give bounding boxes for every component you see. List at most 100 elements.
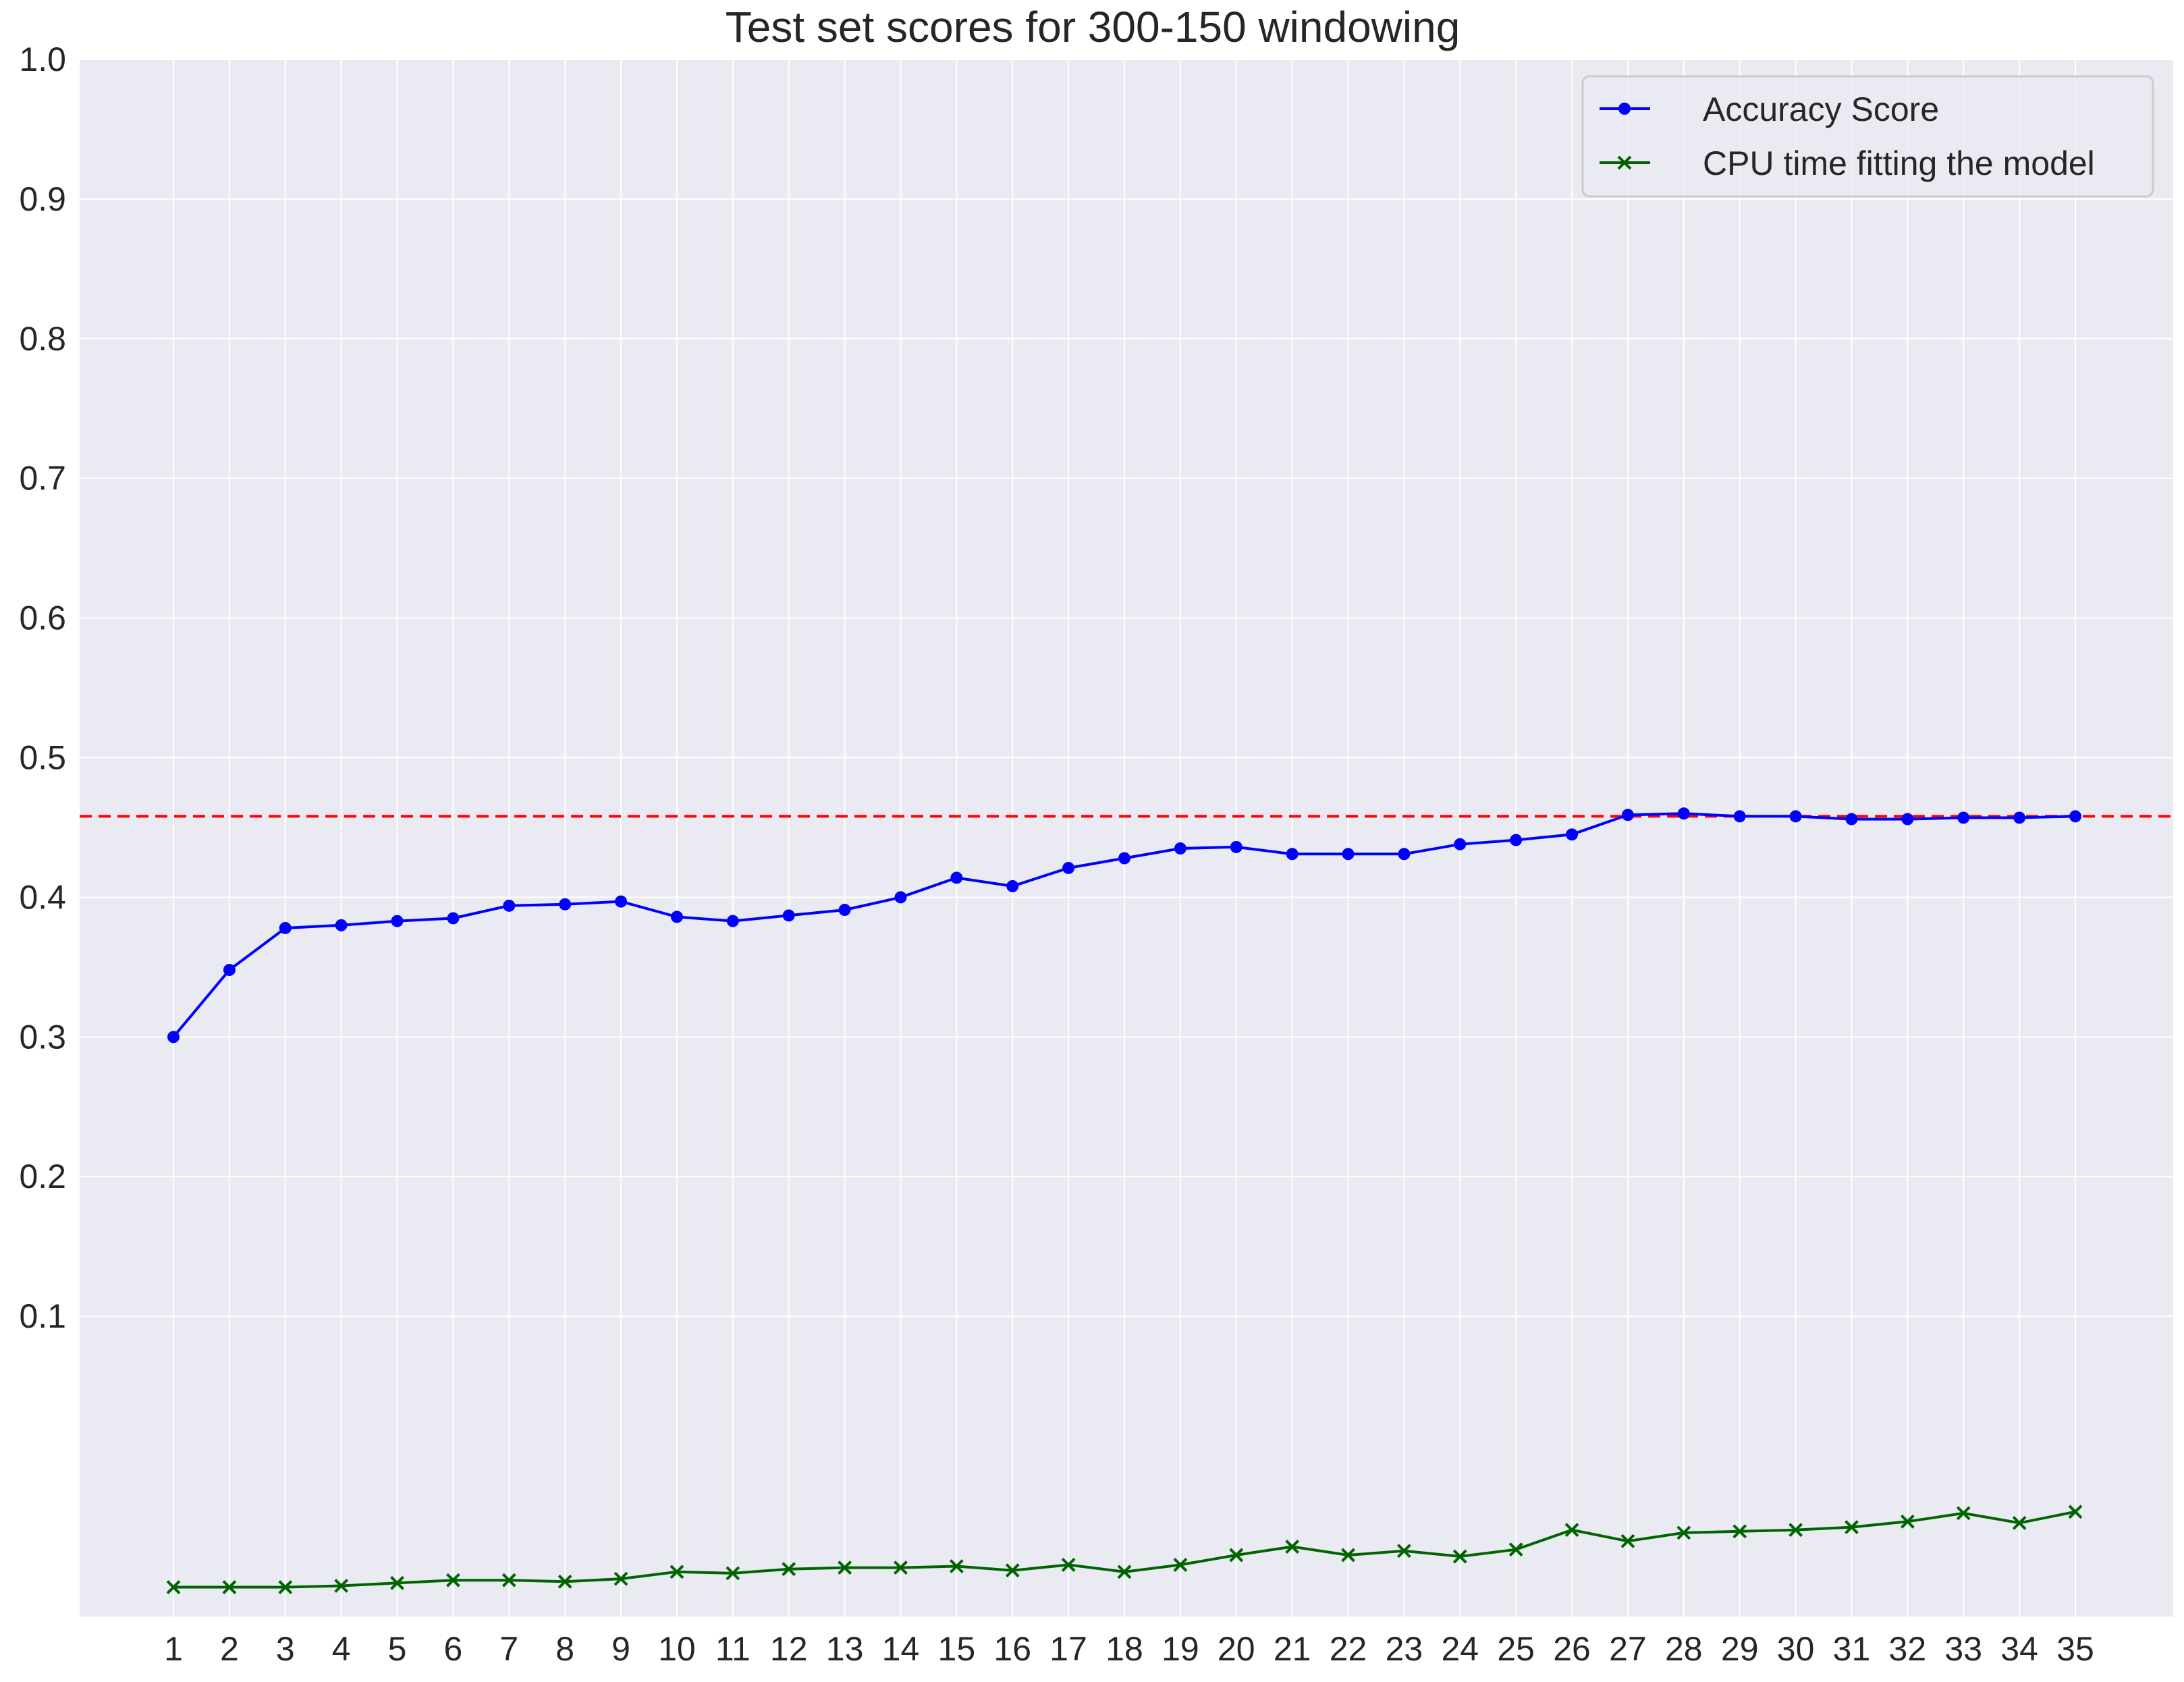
data-point (1230, 840, 1243, 853)
x-tick-label: 31 (1833, 1630, 1871, 1668)
data-point (1061, 1558, 1076, 1572)
x-tick-label: 16 (993, 1630, 1031, 1668)
data-point (670, 1565, 684, 1579)
x-tick-label: 3 (276, 1630, 295, 1668)
data-point (1732, 1524, 1747, 1539)
data-point (447, 912, 460, 925)
data-point (334, 1579, 349, 1593)
x-tick-label: 29 (1721, 1630, 1759, 1668)
data-point (894, 1561, 908, 1575)
data-point (1118, 852, 1130, 865)
data-point (1677, 807, 1690, 820)
x-tick-label: 25 (1497, 1630, 1535, 1668)
x-tick-label: 17 (1049, 1630, 1087, 1668)
y-tick-label: 0.6 (19, 599, 66, 637)
data-point (1006, 879, 1019, 892)
x-tick-label: 28 (1665, 1630, 1703, 1668)
data-point (1845, 813, 1858, 825)
data-point (1229, 1548, 1244, 1563)
data-point (838, 1561, 852, 1575)
data-point (1845, 1520, 1859, 1534)
x-tick-label: 26 (1553, 1630, 1591, 1668)
data-point (1510, 834, 1523, 846)
y-tick-label: 0.8 (19, 320, 66, 358)
data-point (726, 1566, 740, 1581)
x-tick-label: 32 (1889, 1630, 1927, 1668)
data-point (1566, 828, 1579, 841)
data-point (1789, 810, 1802, 823)
x-tick-label: 9 (611, 1630, 630, 1668)
x-tick-label: 6 (444, 1630, 463, 1668)
x-tick-label: 21 (1274, 1630, 1311, 1668)
data-point (949, 1559, 964, 1573)
data-point (1005, 1563, 1020, 1578)
data-point (1620, 1534, 1635, 1548)
data-point (1174, 842, 1186, 855)
data-point (670, 911, 683, 923)
y-tick-label: 0.9 (19, 180, 66, 218)
x-tick-label: 35 (2056, 1630, 2094, 1668)
x-tick-label: 1 (164, 1630, 183, 1668)
data-point (1285, 1540, 1300, 1554)
data-point (445, 1573, 460, 1588)
data-point (2069, 810, 2081, 823)
data-point (1452, 1549, 1467, 1564)
data-point (1901, 813, 1914, 825)
x-tick-label: 15 (938, 1630, 976, 1668)
data-point (1957, 811, 1970, 824)
x-tick-label: 18 (1105, 1630, 1143, 1668)
data-point (894, 891, 907, 904)
x-tick-label: 23 (1386, 1630, 1423, 1668)
data-point (1900, 1514, 1915, 1529)
x-tick-label: 5 (388, 1630, 407, 1668)
data-point (2013, 811, 2026, 824)
data-point (223, 964, 236, 977)
data-point (1341, 1548, 1355, 1563)
data-point (1117, 1565, 1132, 1579)
x-tick-label: 4 (332, 1630, 351, 1668)
data-point (557, 1574, 572, 1589)
x-tick-label: 19 (1162, 1630, 1199, 1668)
data-point (2012, 1515, 2027, 1530)
data-point (503, 899, 516, 912)
data-point (278, 1580, 293, 1594)
y-tick-label: 0.3 (19, 1018, 66, 1056)
x-tick-label: 34 (2000, 1630, 2038, 1668)
data-point (167, 1031, 180, 1043)
data-point (559, 898, 572, 911)
data-point (390, 1575, 404, 1590)
x-tick-label: 8 (555, 1630, 574, 1668)
data-point (279, 921, 292, 934)
x-tick-label: 14 (882, 1630, 920, 1668)
x-tick-label: 10 (658, 1630, 696, 1668)
y-tick-label: 0.1 (19, 1297, 66, 1335)
legend-box (1581, 75, 2154, 198)
y-tick-label: 0.2 (19, 1158, 66, 1195)
data-point (166, 1580, 181, 1594)
x-tick-label: 24 (1441, 1630, 1479, 1668)
x-tick-label: 11 (715, 1630, 750, 1668)
data-point (1508, 1542, 1523, 1557)
legend-label: CPU time fitting the model (1703, 144, 2095, 182)
data-point (726, 915, 739, 927)
data-point (615, 895, 628, 908)
x-tick-label: 20 (1218, 1630, 1255, 1668)
legend-label: Accuracy Score (1703, 90, 1939, 128)
data-point (1956, 1506, 1971, 1521)
data-point (782, 1562, 796, 1577)
legend-marker (1618, 103, 1631, 115)
x-tick-label: 33 (1944, 1630, 1982, 1668)
data-point (1564, 1523, 1579, 1538)
x-tick-label: 2 (220, 1630, 239, 1668)
data-point (1398, 848, 1411, 861)
x-tick-label: 7 (499, 1630, 518, 1668)
data-point (1733, 810, 1746, 823)
data-point (1621, 809, 1634, 821)
x-tick-label: 27 (1609, 1630, 1647, 1668)
chart-title: Test set scores for 300-150 windowing (726, 3, 1460, 51)
x-tick-label: 30 (1777, 1630, 1815, 1668)
data-point (838, 904, 851, 917)
data-point (2068, 1504, 2083, 1519)
